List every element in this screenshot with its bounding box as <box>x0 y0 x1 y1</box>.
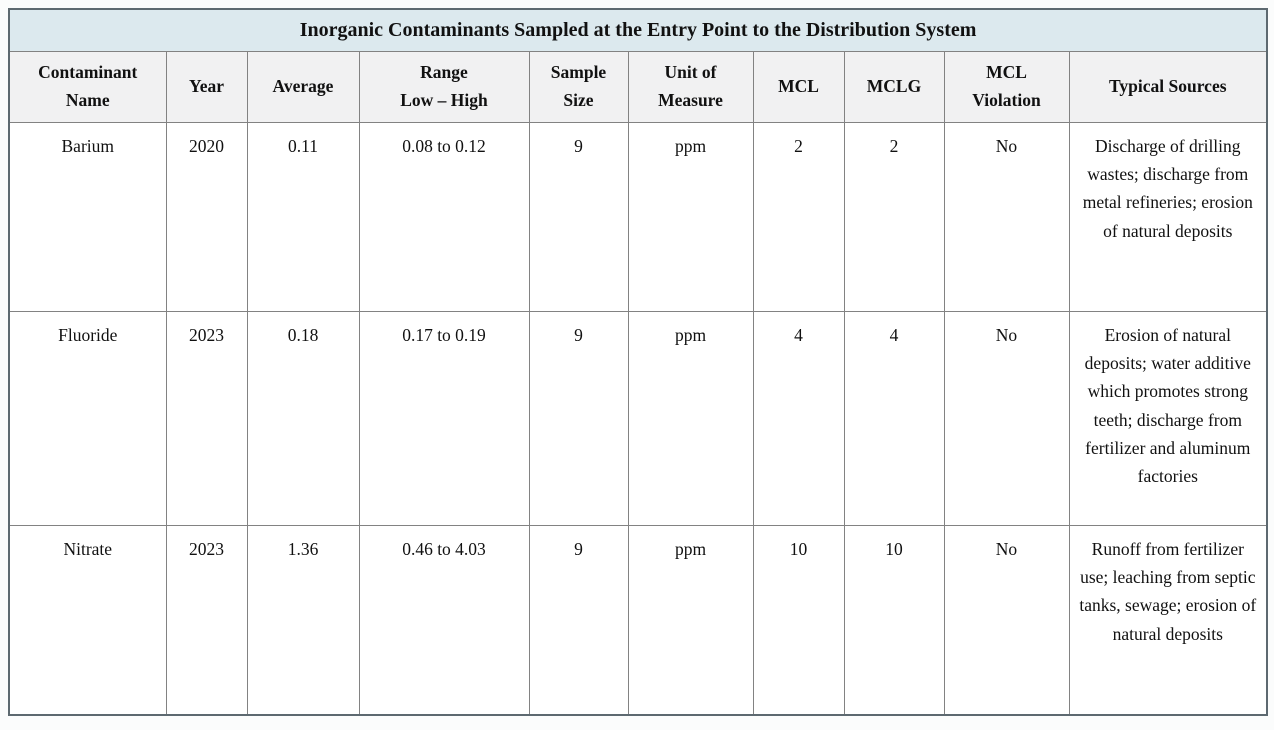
contaminants-table: Inorganic Contaminants Sampled at the En… <box>8 8 1269 716</box>
cell-sample-size: 9 <box>528 310 629 526</box>
cell-mclg: 4 <box>843 310 945 526</box>
table-row-fluoride: Fluoride 2023 0.18 0.17 to 0.19 9 ppm 4 … <box>8 310 1268 526</box>
cell-mcl-violation: No <box>943 310 1070 526</box>
cell-mclg: 2 <box>843 121 945 312</box>
cell-average: 0.18 <box>246 310 360 526</box>
cell-typical-sources: Discharge of drilling wastes; discharge … <box>1068 121 1268 312</box>
cell-average: 0.11 <box>246 121 360 312</box>
column-header-average: Average <box>246 50 360 123</box>
column-header-sample-size: Sample Size <box>528 50 629 123</box>
cell-unit-of-measure: ppm <box>627 310 754 526</box>
cell-year: 2023 <box>165 310 248 526</box>
cell-unit-of-measure: ppm <box>627 524 754 716</box>
cell-range: 0.08 to 0.12 <box>358 121 530 312</box>
cell-mcl: 2 <box>752 121 845 312</box>
cell-year: 2023 <box>165 524 248 716</box>
cell-range: 0.46 to 4.03 <box>358 524 530 716</box>
column-header-year: Year <box>165 50 248 123</box>
header-row: Contaminant Name Year Average Range Low … <box>8 50 1268 123</box>
cell-typical-sources: Erosion of natural deposits; water addit… <box>1068 310 1268 526</box>
cell-typical-sources: Runoff from fertilizer use; leaching fro… <box>1068 524 1268 716</box>
column-header-mcl: MCL <box>752 50 845 123</box>
cell-mcl-violation: No <box>943 121 1070 312</box>
cell-sample-size: 9 <box>528 121 629 312</box>
cell-mcl: 10 <box>752 524 845 716</box>
column-header-typical-sources: Typical Sources <box>1068 50 1268 123</box>
table-row-barium: Barium 2020 0.11 0.08 to 0.12 9 ppm 2 2 … <box>8 121 1268 312</box>
cell-unit-of-measure: ppm <box>627 121 754 312</box>
cell-contaminant-name: Nitrate <box>8 524 167 716</box>
column-header-mclg: MCLG <box>843 50 945 123</box>
column-header-mcl-violation: MCL Violation <box>943 50 1070 123</box>
title-row: Inorganic Contaminants Sampled at the En… <box>8 8 1268 52</box>
cell-sample-size: 9 <box>528 524 629 716</box>
cell-year: 2020 <box>165 121 248 312</box>
cell-contaminant-name: Barium <box>8 121 167 312</box>
column-header-unit-of-measure: Unit of Measure <box>627 50 754 123</box>
cell-contaminant-name: Fluoride <box>8 310 167 526</box>
table-row-nitrate: Nitrate 2023 1.36 0.46 to 4.03 9 ppm 10 … <box>8 524 1268 716</box>
table-title: Inorganic Contaminants Sampled at the En… <box>8 8 1268 52</box>
cell-mclg: 10 <box>843 524 945 716</box>
cell-average: 1.36 <box>246 524 360 716</box>
cell-mcl: 4 <box>752 310 845 526</box>
column-header-range: Range Low – High <box>358 50 530 123</box>
column-header-contaminant-name: Contaminant Name <box>8 50 167 123</box>
cell-mcl-violation: No <box>943 524 1070 716</box>
cell-range: 0.17 to 0.19 <box>358 310 530 526</box>
